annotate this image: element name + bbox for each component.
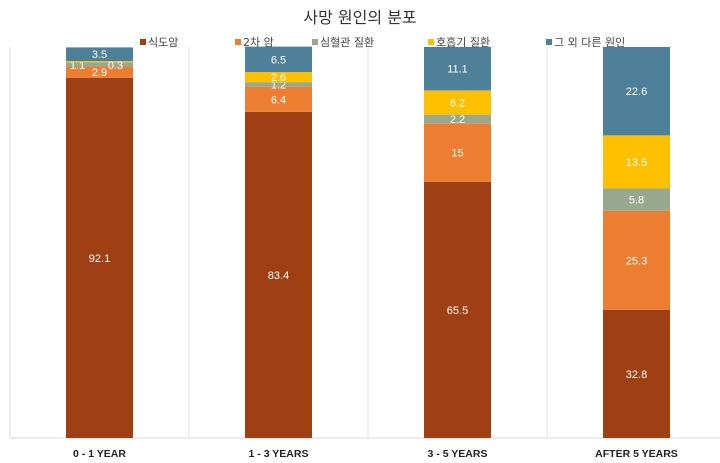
legend-item: 심혈관 질환 (312, 34, 374, 50)
data-label: 22.6 (626, 86, 647, 98)
bar-segment (245, 86, 312, 112)
data-label: 2.2 (450, 114, 465, 126)
legend-item: 2차 암 (235, 34, 274, 50)
bar-segment (245, 111, 312, 438)
x-tick-label: 3 - 5 YEARS (428, 448, 488, 460)
bar-segment (424, 181, 491, 438)
data-label: 92.1 (89, 253, 110, 265)
legend-swatch (546, 39, 552, 45)
bar-segment (66, 47, 133, 62)
bar-segment (245, 72, 312, 83)
data-label: 25.3 (626, 255, 647, 267)
legend-swatch (312, 39, 318, 45)
legend-label: 호흡기 질환 (436, 36, 491, 49)
bar-segment (245, 82, 312, 87)
legend-label: 그 외 다른 원인 (554, 36, 626, 49)
legend-item: 호흡기 질환 (428, 34, 490, 50)
bar-segment (66, 61, 133, 63)
bar-segment (603, 309, 670, 438)
x-tick-label: 1 - 3 YEARS (249, 448, 309, 460)
data-label: 13.5 (626, 157, 647, 169)
data-label: 65.5 (447, 305, 468, 317)
data-label: 32.8 (626, 369, 647, 381)
legend-label: 식도암 (148, 36, 179, 49)
bar-segment (603, 210, 670, 310)
data-label: 1.1 (70, 60, 85, 72)
data-label: 6.5 (271, 54, 286, 66)
x-tick-label: 0 - 1 YEAR (73, 448, 126, 460)
bar-segment (424, 123, 491, 182)
legend-label: 심혈관 질환 (320, 36, 375, 49)
chart-title: 사망 원인의 분포 (303, 8, 417, 27)
legend: 식도암 2차 암 심혈관 질환 호흡기 질환 그 외 다른 원인 (0, 34, 720, 50)
legend-item: 식도암 (140, 34, 178, 50)
data-label: 6.4 (271, 94, 286, 106)
data-label: 11.1 (447, 64, 468, 76)
legend-label: 2차 암 (243, 36, 274, 49)
bar-segment (424, 114, 491, 124)
x-tick-label: AFTER 5 YEARS (595, 448, 678, 460)
data-label: 2.6 (271, 72, 286, 84)
legend-item: 그 외 다른 원인 (546, 34, 625, 50)
legend-swatch (140, 39, 146, 45)
legend-swatch (235, 39, 241, 45)
bar-segment (245, 46, 312, 73)
data-label: 0.3 (108, 60, 123, 72)
data-label: 1.2 (271, 80, 286, 92)
bar-segment (66, 77, 133, 438)
data-label: 15 (451, 148, 463, 160)
bar-segment (603, 47, 670, 136)
data-label: 5.8 (629, 194, 644, 206)
data-label: 6.2 (450, 98, 465, 110)
bar-segment (424, 90, 491, 115)
data-label: 3.5 (92, 49, 107, 61)
data-label: 2.9 (92, 67, 107, 79)
bar-segment (603, 188, 670, 211)
bar-segment (66, 62, 133, 67)
bar-segment (424, 47, 491, 91)
bar-segment (66, 66, 133, 78)
data-label: 83.4 (268, 270, 289, 282)
legend-swatch (428, 39, 434, 45)
bar-segment (603, 135, 670, 189)
